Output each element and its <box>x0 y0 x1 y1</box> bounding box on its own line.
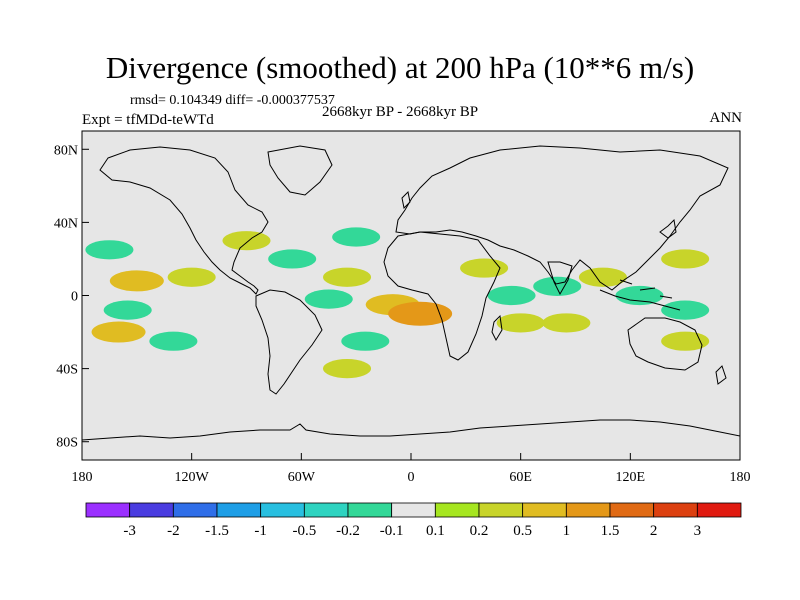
anomaly-region-15 <box>460 258 509 278</box>
colorbar-label: 0.5 <box>513 523 532 539</box>
colorbar-swatch-12 <box>609 502 655 518</box>
coastline-madagascar <box>491 314 503 342</box>
coastline-south-america <box>255 289 323 395</box>
anomaly-region-22 <box>661 249 710 269</box>
colorbar-swatch-4 <box>260 502 305 518</box>
x-tick-label: 0 <box>408 470 415 485</box>
coastline-europe-asia <box>395 145 729 291</box>
coastline-indonesia <box>599 279 681 311</box>
colorbar-label: -1 <box>254 523 267 539</box>
experiment-label: Expt = tfMDd-teWTd <box>82 112 214 128</box>
colorbar-label: 1 <box>563 523 571 539</box>
x-tick-label: 180 <box>730 470 751 485</box>
coastline-antarctica <box>82 419 740 441</box>
anomaly-region-6 <box>222 231 271 251</box>
colorbar-swatch-8 <box>434 502 480 518</box>
anomaly-region-13 <box>341 331 390 351</box>
anomaly-layer <box>85 227 710 379</box>
coastline-india <box>547 261 573 296</box>
anomaly-region-24 <box>661 331 710 351</box>
colorbar-label: 0.1 <box>426 523 445 539</box>
coastline-north-america <box>99 146 269 295</box>
anomaly-region-0 <box>85 240 134 260</box>
colorbar-swatch-7 <box>391 502 436 518</box>
coastline-layer <box>82 145 740 441</box>
anomaly-region-23 <box>661 300 710 320</box>
plot-title: Divergence (smoothed) at 200 hPa (10**6 … <box>105 50 695 85</box>
x-tick-label: 120E <box>616 470 646 485</box>
anomaly-region-17 <box>496 313 545 333</box>
anomaly-region-4 <box>91 321 146 343</box>
coastline-australia <box>627 317 703 371</box>
colorbar-label: -2 <box>167 523 180 539</box>
anomaly-region-8 <box>332 227 381 247</box>
colorbar-label: -1.5 <box>205 523 229 539</box>
season-label: ANN <box>709 110 743 126</box>
anomaly-region-2 <box>167 267 216 287</box>
colorbar-label: -0.1 <box>380 523 404 539</box>
y-tick-label: 80S <box>56 436 78 451</box>
x-tick-label: 60W <box>288 470 316 485</box>
stats-label: rmsd= 0.104349 diff= -0.000377537 <box>130 93 335 108</box>
anomaly-region-16 <box>487 285 536 306</box>
colorbar-label: -3 <box>123 523 136 539</box>
coastline-british-isles <box>401 190 411 210</box>
anomaly-region-20 <box>578 267 627 287</box>
coastline-greenland <box>267 145 333 196</box>
colorbar-swatch-0 <box>85 502 131 518</box>
colorbar-swatch-3 <box>216 502 262 518</box>
y-tick-label: 0 <box>71 290 78 305</box>
anomaly-region-9 <box>323 267 372 287</box>
colorbar-swatch-10 <box>522 502 567 518</box>
anomaly-region-1 <box>109 270 164 292</box>
anomaly-region-5 <box>149 331 198 351</box>
colorbar-swatch-11 <box>565 502 611 518</box>
colorbar-swatch-6 <box>347 502 393 518</box>
coastline-africa <box>383 231 501 361</box>
colorbar-swatch-13 <box>653 502 698 518</box>
colorbar-swatch-5 <box>303 502 349 518</box>
anomaly-region-14 <box>323 359 372 379</box>
anomaly-region-12 <box>388 301 453 326</box>
colorbar-swatch-2 <box>172 502 218 518</box>
anomaly-region-21 <box>615 285 664 306</box>
coastline-japan <box>659 218 677 239</box>
period-label: 2668kyr BP - 2668kyr BP <box>322 104 479 120</box>
anomaly-region-10 <box>304 289 353 309</box>
colorbar-label: 3 <box>694 523 702 539</box>
colorbar-swatch-9 <box>478 502 524 518</box>
colorbar-label: 0.2 <box>470 523 489 539</box>
anomaly-region-7 <box>268 249 317 269</box>
coastline-new-zealand <box>715 365 727 385</box>
colorbar-label: -0.5 <box>292 523 316 539</box>
y-tick-label: 80N <box>54 143 78 158</box>
colorbar-swatch-14 <box>696 502 742 518</box>
colorbar-label: 1.5 <box>601 523 620 539</box>
y-tick-label: 40S <box>56 363 78 378</box>
anomaly-region-3 <box>103 300 152 320</box>
anomaly-region-19 <box>542 313 591 333</box>
colorbar-label: 2 <box>650 523 658 539</box>
x-tick-label: 60E <box>509 470 532 485</box>
x-tick-label: 180 <box>72 470 93 485</box>
colorbar-label: -0.2 <box>336 523 360 539</box>
y-tick-label: 40N <box>54 216 78 231</box>
colorbar: -3 -2 -1.5 -1 -0.5 -0.2 -0.1 0.1 0.2 0.5 1 1.5 2 3 <box>85 502 742 539</box>
anomaly-region-18 <box>533 276 582 296</box>
colorbar-swatch-1 <box>129 502 174 518</box>
x-tick-label: 120W <box>175 470 210 485</box>
map-axes: 80N 40N 0 40S 80S 180 120W 60W 0 60E 120E 180 <box>54 143 751 485</box>
